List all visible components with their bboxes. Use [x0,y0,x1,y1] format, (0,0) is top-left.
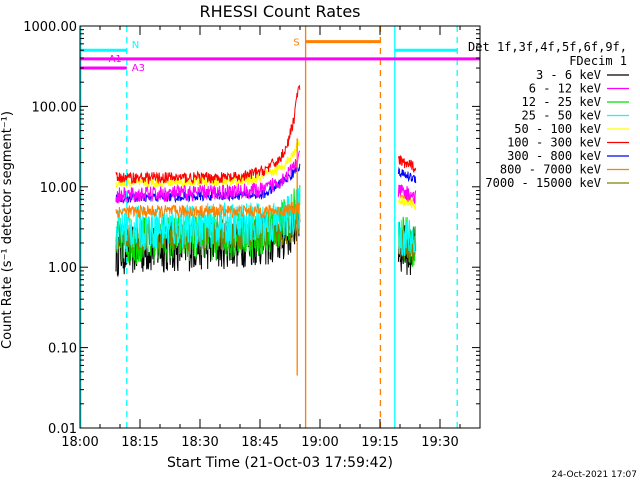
y-tick-label: 1.00 [48,261,77,276]
legend-entry: 6 - 12 keV [529,82,601,96]
series-line-post [397,166,417,184]
annotation-label: A3 [132,63,145,74]
legend-entry: 800 - 7000 keV [500,163,601,177]
x-tick-label: 18:00 [61,435,98,450]
x-tick-label: 18:30 [181,435,218,450]
series-layer [115,84,417,278]
y-tick-label: 0.01 [48,422,77,437]
series-1 [115,150,417,204]
x-tick-label: 19:15 [361,435,398,450]
series-line-post [397,154,417,174]
annotation-label: A1 [109,54,122,65]
footer-date: 24-Oct-2021 17:07 [552,470,637,480]
legend-header: Det 1f,3f,4f,5f,6f,9f, [468,40,627,54]
legend-entry: 3 - 6 keV [536,68,601,82]
annotation-label: S [293,38,299,49]
y-tick-label: 100.00 [32,100,78,115]
legend-entry: 12 - 25 keV [522,95,601,109]
legend-entry: 25 - 50 keV [522,109,601,123]
x-tick-label: 19:00 [301,435,338,450]
series-line-post [397,196,417,212]
series-line-post [397,184,417,204]
x-tick-label: 18:15 [121,435,158,450]
y-axis-label: Count Rate (s⁻¹ detector segment⁻¹) [0,111,15,349]
series-line-pre [115,150,301,204]
axis-layer: 0.01 0.10 1.00 10.00 100.00 1000.00 18:00 18:15… [23,20,481,450]
chart-title: RHESSI Count Rates [200,2,361,21]
legend-header: FDecim 1 [569,54,627,68]
legend: Det 1f,3f,4f,5f,6f,9f,FDecim 13 - 6 keV6… [468,40,629,190]
x-axis-label: Start Time (21-Oct-03 17:59:42) [167,455,393,471]
legend-entry: 300 - 800 keV [507,149,601,163]
legend-entry: 7000 - 15000 keV [485,176,601,190]
y-tick-label: 10.00 [40,181,77,196]
legend-entry: 100 - 300 keV [507,136,601,150]
x-tick-label: 19:30 [421,435,458,450]
series-line-post [397,217,417,257]
legend-entry: 50 - 100 keV [514,122,601,136]
y-tick-label: 1000.00 [23,20,77,35]
series-line-pre [115,84,301,185]
series-line-pre [115,201,301,220]
y-tick-label: 0.10 [48,342,77,357]
series-5 [115,84,417,185]
annotation-layer: N A1 A3 S [80,26,480,428]
annotation-label: N [132,40,139,51]
x-tick-label: 18:45 [241,435,278,450]
